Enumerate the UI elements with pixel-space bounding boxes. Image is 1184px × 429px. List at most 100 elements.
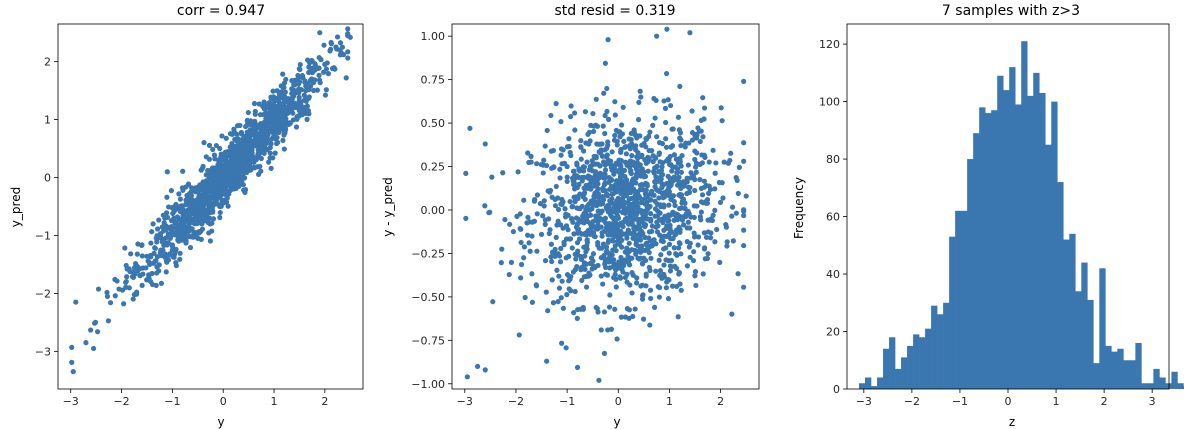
scatter-point [735,190,741,197]
scatter-point [283,118,289,124]
scatter-point [642,173,649,180]
scatter-point [596,149,602,155]
scatter-point [263,139,269,145]
scatter-point [521,244,528,250]
scatter-point [649,192,656,198]
scatter-point [533,282,539,288]
scatter-point [728,150,734,156]
scatter-point [741,208,747,214]
scatter-point [159,224,165,230]
scatter-point [575,195,581,202]
scatter-point [191,230,197,236]
scatter-point [299,72,306,79]
scatter-point [578,138,584,144]
scatter-point [617,168,624,174]
scatter-point [143,265,149,271]
scatter-point [486,210,492,216]
scatter-point [137,266,143,272]
scatter-point [157,231,164,237]
scatter-point [710,147,716,153]
scatter-point [607,265,613,271]
scatter-point [569,245,575,251]
scatter-point [231,129,237,135]
x-tick-label: −3 [457,395,473,408]
scatter-point [594,123,601,129]
scatter-point [602,60,609,66]
scatter-point [154,270,160,276]
scatter-point [525,150,531,156]
scatter-point [692,156,698,163]
scatter-point [559,340,565,346]
scatter-point [186,218,192,225]
scatter-point [639,210,645,216]
scatter-point [741,284,747,290]
scatter-point [647,287,654,293]
y-tick-label: 1.00 [421,30,446,43]
scatter-point [592,199,598,205]
histogram-bar [1135,343,1142,389]
scatter-point [229,143,235,149]
scatter-point [302,78,308,84]
scatter-point [515,169,521,175]
scatter-point [276,112,283,118]
scatter-point [579,178,585,184]
scatter-point [250,153,256,160]
scatter-point [693,282,699,289]
y-tick-label: 0.25 [421,161,446,174]
scatter-point [612,99,618,105]
scatter-point [689,137,696,143]
scatter-point [609,252,615,258]
scatter-point [229,147,235,153]
scatter-point [548,148,554,154]
histogram-bar [925,328,932,389]
scatter-point [602,173,608,179]
scatter-point [605,209,611,215]
scatter-point [145,258,151,264]
scatter-point [638,243,645,249]
scatter-point [198,167,204,173]
scatter-point [661,202,667,208]
scatter-point [672,202,678,209]
scatter-point [669,168,675,174]
scatter-point [677,156,683,163]
scatter-point [122,245,128,251]
scatter-point [572,288,578,295]
scatter-point [646,235,652,241]
scatter-point [123,262,129,269]
scatter-point [663,144,670,150]
scatter-point [464,374,470,380]
histogram-bars [859,41,1184,390]
scatter-point [702,154,708,160]
scatter-point [652,179,658,185]
scatter-point [625,230,631,236]
scatter-point [559,278,565,284]
scatter-point [675,314,681,320]
histogram-bar [1081,262,1088,389]
scatter-point [128,251,134,257]
scatter-point [582,253,588,259]
x-tick-label: 0 [1005,395,1012,408]
scatter-point [180,224,186,230]
x-tick-label: 2 [321,395,328,408]
scatter-point [557,175,563,181]
scatter-point [592,225,598,231]
scatter-point [578,253,584,260]
scatter-point [564,163,570,170]
scatter-point [267,155,273,161]
histogram-bar [1087,299,1094,389]
scatter-point [550,300,557,306]
scatter-point [604,191,610,197]
scatter-point [105,318,111,324]
scatter-point [265,129,271,135]
scatter-point [713,160,719,166]
scatter-point [188,234,194,240]
scatter-point [671,152,677,158]
scatter-point [581,168,587,174]
scatter-point [636,194,642,200]
scatter-point [525,232,531,238]
scatter-point [605,37,611,43]
scatter-point [692,187,698,194]
histogram-bar [1111,351,1118,389]
scatter-point [676,205,683,212]
scatter-point [635,117,642,123]
